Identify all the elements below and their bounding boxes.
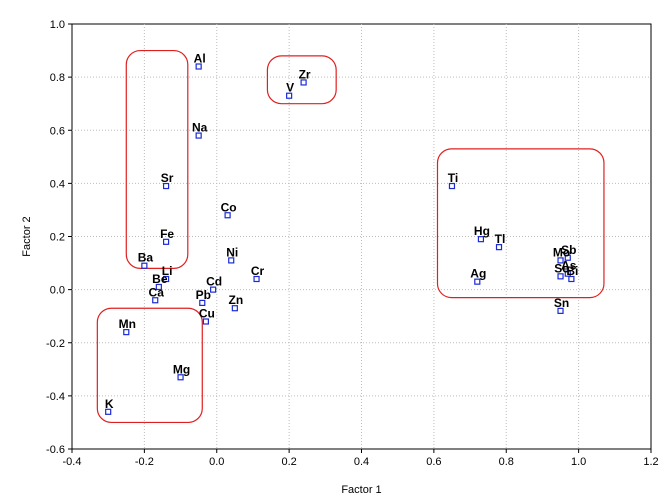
point-tl	[495, 244, 503, 251]
point-label-tl: Tl	[495, 232, 506, 246]
x-tick-label: -0.2	[135, 456, 154, 468]
point-label-mn: Mn	[119, 317, 136, 331]
point-label-be: Be	[152, 272, 168, 286]
point-li	[162, 275, 170, 283]
point-label-mo: Mo	[553, 245, 570, 259]
y-tick-label: 0.6	[50, 125, 65, 137]
x-tick-label: 0.4	[354, 456, 369, 468]
point-mn	[123, 329, 130, 336]
point-label-li: Li	[162, 264, 173, 278]
point-label-na: Na	[192, 121, 208, 135]
x-tick-label: 0.0	[209, 456, 224, 468]
point-mo	[557, 257, 564, 264]
point-co	[224, 212, 231, 219]
point-label-cd: Cd	[206, 275, 222, 289]
point-v	[286, 92, 293, 99]
point-label-ti: Ti	[448, 171, 458, 185]
point-ag	[474, 278, 481, 285]
point-label-fe: Fe	[160, 227, 174, 241]
point-zr	[300, 79, 307, 86]
point-label-ni: Ni	[226, 245, 238, 259]
y-tick-label: 0.4	[50, 178, 65, 190]
x-tick-label: -0.4	[63, 456, 82, 468]
y-tick-label: -0.4	[46, 391, 65, 403]
box-al-fe	[125, 49, 189, 269]
x-tick-label: 1.2	[643, 456, 658, 468]
grid-lines	[72, 24, 651, 449]
point-label-co: Co	[221, 200, 237, 214]
point-as	[564, 270, 571, 277]
point-label-k: K	[105, 397, 114, 411]
x-tick-label: 0.6	[426, 456, 441, 468]
point-k	[105, 408, 112, 415]
point-sb	[564, 254, 571, 261]
y-tick-label: -0.6	[46, 444, 65, 456]
point-label-pb: Pb	[196, 288, 211, 302]
box-ti-sn	[436, 148, 605, 299]
point-label-sr: Sr	[161, 171, 174, 185]
point-ni	[228, 257, 235, 264]
cluster-boxes	[96, 49, 605, 424]
point-pb	[199, 299, 206, 307]
y-axis-title: Factor 2	[21, 216, 33, 256]
x-axis-title: Factor 1	[341, 484, 381, 496]
box-mn-k	[96, 307, 203, 424]
point-cr	[253, 275, 260, 283]
point-ca	[152, 297, 159, 304]
box-zr-v	[266, 55, 337, 105]
point-label-se: Se	[554, 261, 569, 275]
point-ti	[448, 182, 456, 190]
point-label-bi: Bi	[566, 264, 578, 278]
point-cd	[210, 286, 217, 293]
point-sn	[557, 307, 564, 314]
point-label-as: As	[561, 259, 577, 273]
point-label-hg: Hg	[474, 224, 490, 238]
point-be	[155, 283, 162, 291]
y-tick-label: 0.2	[50, 232, 65, 244]
point-label-zr: Zr	[299, 67, 311, 81]
point-label-ba: Ba	[138, 251, 154, 265]
point-al	[195, 63, 202, 70]
x-tick-label: 0.8	[499, 456, 514, 468]
point-label-v: V	[286, 81, 294, 95]
point-label-zn: Zn	[229, 293, 244, 307]
point-bi	[568, 275, 575, 283]
point-label-sn: Sn	[554, 296, 569, 310]
y-tick-label: 0.0	[50, 285, 65, 297]
point-label-al: Al	[194, 52, 206, 66]
point-label-cu: Cu	[199, 307, 215, 321]
point-ba	[141, 262, 148, 269]
point-hg	[477, 236, 485, 243]
data-points	[105, 63, 575, 415]
point-label-sb: Sb	[561, 243, 576, 257]
point-na	[195, 132, 202, 139]
point-label-ag: Ag	[470, 267, 486, 281]
x-tick-label: 0.2	[281, 456, 296, 468]
point-zn	[231, 305, 238, 312]
x-tick-label: 1.0	[571, 456, 586, 468]
axes: -0.4 -0.2 0.0 0.2 0.4 0.6 0.8 1.0 1.2-0.6-0.4-0.…	[46, 19, 659, 468]
point-se	[557, 273, 564, 280]
y-tick-label: -0.2	[46, 338, 65, 350]
point-sr	[162, 182, 170, 190]
y-tick-label: 0.8	[50, 72, 65, 84]
point-label-cr: Cr	[251, 264, 265, 278]
point-fe	[162, 238, 170, 245]
point-cu	[202, 318, 209, 325]
point-label-mg: Mg	[173, 362, 190, 376]
y-tick-label: 1.0	[50, 19, 65, 31]
point-mg	[177, 374, 184, 381]
point-label-ca: Ca	[149, 285, 165, 299]
